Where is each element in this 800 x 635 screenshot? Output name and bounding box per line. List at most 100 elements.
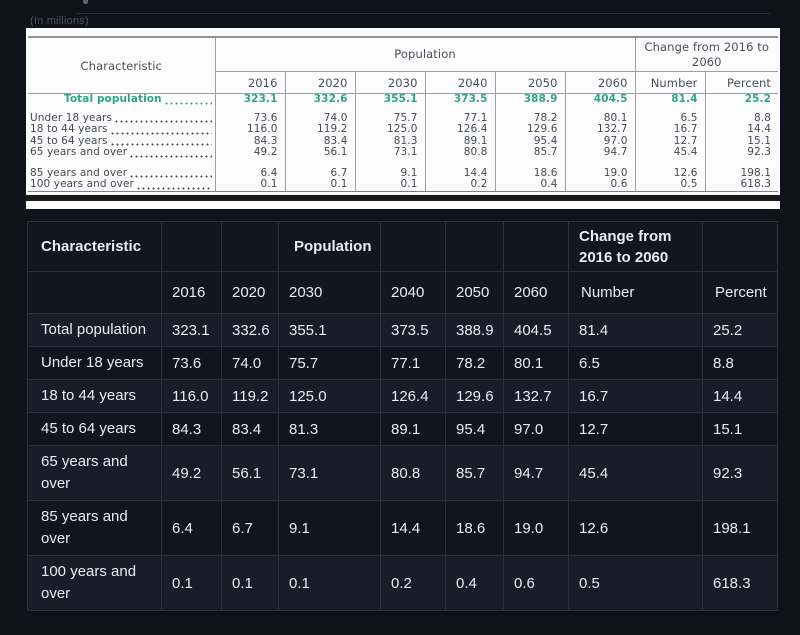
- value-cell: 15.1: [704, 135, 779, 147]
- value-cell: 84.3: [214, 135, 285, 147]
- dark-header-empty: [161, 221, 222, 272]
- value-cell: 97.0: [503, 412, 569, 446]
- value-cell: 0.1: [284, 178, 355, 192]
- value-cell: 129.6: [445, 379, 504, 413]
- value-cell: 373.5: [424, 93, 495, 109]
- value-cell: 77.1: [424, 108, 495, 124]
- row-label: 18 to 44 years: [30, 123, 108, 135]
- print-table-row: 100 years and over 0.1 0.1 0.1 0.2 0.4 0.6 0.5 6…: [28, 178, 779, 192]
- print-table-bottom-rule: [26, 194, 780, 201]
- value-cell: 84.3: [161, 412, 222, 446]
- row-label-cell: 18 to 44 years: [28, 123, 215, 136]
- dark-table-section: Characteristic Population Change from 20…: [27, 221, 778, 611]
- value-cell: 8.8: [702, 346, 778, 380]
- print-year-header: 2030: [354, 71, 425, 94]
- value-cell: 0.2: [424, 178, 495, 192]
- value-cell: 132.7: [564, 123, 636, 136]
- value-cell: 6.4: [214, 158, 285, 179]
- value-cell: 45.4: [568, 445, 703, 501]
- value-cell: 132.7: [503, 379, 569, 413]
- row-label: 100 years and over: [30, 178, 134, 190]
- value-cell: 6.5: [634, 108, 706, 124]
- row-label: 45 to 64 years: [27, 412, 162, 446]
- dark-year-header: 2030: [278, 271, 381, 314]
- cropped-title-fragment: [83, 0, 88, 4]
- dark-table-row: 45 to 64 years 84.3 83.4 81.3 89.1 95.4 97.0 12…: [27, 412, 778, 446]
- row-label: Total population: [27, 313, 162, 347]
- row-label: 45 to 64 years: [30, 134, 108, 147]
- value-cell: 81.3: [278, 412, 381, 446]
- dark-table-row: 100 years and over 0.1 0.1 0.1 0.2 0.4 0.6 0.5 6…: [27, 555, 778, 611]
- print-year-header: 2020: [284, 71, 355, 94]
- print-year-header: 2016: [214, 71, 285, 94]
- dark-year-header: 2016: [161, 271, 222, 314]
- dark-year-header: 2060: [503, 271, 569, 314]
- value-cell: 126.4: [380, 379, 446, 413]
- value-cell: 25.2: [702, 313, 778, 347]
- value-cell: 56.1: [284, 146, 355, 159]
- row-label-cell: 85 years and over: [28, 159, 215, 180]
- top-divider-line: [76, 13, 770, 14]
- value-cell: 77.1: [380, 346, 446, 380]
- value-cell: 0.6: [503, 555, 569, 611]
- value-cell: 9.1: [278, 500, 381, 556]
- value-cell: 73.6: [161, 346, 222, 380]
- value-cell: 12.6: [568, 500, 703, 556]
- print-year-header: 2050: [494, 71, 565, 94]
- value-cell: 0.2: [380, 555, 446, 611]
- value-cell: 94.7: [564, 146, 636, 159]
- value-cell: 332.6: [284, 93, 355, 109]
- dot-leader: [109, 137, 212, 146]
- value-cell: 0.5: [634, 178, 706, 192]
- dot-leader: [163, 95, 212, 105]
- row-label: 100 years and over: [27, 555, 162, 611]
- print-table-row: 65 years and over 49.2 56.1 73.1 80.8 85.7 94.…: [28, 146, 779, 159]
- print-year-header: 2040: [424, 71, 495, 94]
- value-cell: 80.8: [424, 146, 495, 159]
- dot-leader: [135, 180, 212, 190]
- row-label: 85 years and over: [27, 500, 162, 556]
- source-table-image: Characteristic Population Change from 20…: [26, 28, 780, 209]
- value-cell: 78.2: [494, 108, 565, 124]
- dot-leader: [129, 169, 212, 178]
- value-cell: 19.0: [564, 158, 636, 179]
- row-label: 65 years and over: [27, 445, 162, 501]
- print-table: Characteristic Population Change from 20…: [28, 36, 779, 192]
- value-cell: 9.1: [354, 158, 425, 179]
- value-cell: 56.1: [221, 445, 279, 501]
- dark-header-empty: [380, 221, 446, 272]
- value-cell: 355.1: [354, 93, 425, 109]
- value-cell: 89.1: [380, 412, 446, 446]
- value-cell: 83.4: [284, 135, 355, 147]
- value-cell: 14.4: [424, 158, 495, 179]
- dark-header-population: Population: [278, 221, 381, 272]
- value-cell: 80.1: [564, 108, 636, 124]
- value-cell: 18.6: [494, 158, 565, 179]
- print-number-header: Number: [634, 71, 706, 94]
- value-cell: 404.5: [503, 313, 569, 347]
- value-cell: 92.3: [702, 445, 778, 501]
- value-cell: 81.4: [568, 313, 703, 347]
- value-cell: 14.4: [702, 379, 778, 413]
- print-header-change: Change from 2016 to 2060: [634, 37, 779, 72]
- print-table-row: 45 to 64 years 84.3 83.4 81.3 89.1 95.4 97.0 12…: [28, 134, 779, 147]
- value-cell: 81.4: [634, 93, 706, 109]
- value-cell: 85.7: [494, 146, 565, 159]
- value-cell: 0.5: [568, 555, 703, 611]
- value-cell: 83.4: [221, 412, 279, 446]
- value-cell: 85.7: [445, 445, 504, 501]
- dark-table-row: Under 18 years 73.6 74.0 75.7 77.1 78.2 80.1 6.…: [27, 346, 778, 380]
- dark-table-row: 65 years and over 49.2 56.1 73.1 80.8 85.7 94.…: [27, 445, 778, 501]
- value-cell: 80.1: [503, 346, 569, 380]
- value-cell: 323.1: [161, 313, 222, 347]
- value-cell: 16.7: [634, 123, 706, 136]
- value-cell: 125.0: [278, 379, 381, 413]
- value-cell: 198.1: [704, 158, 779, 179]
- value-cell: 74.0: [284, 108, 355, 124]
- value-cell: 89.1: [424, 135, 495, 147]
- dark-year-header: 2050: [445, 271, 504, 314]
- row-label-cell: 100 years and over: [28, 178, 215, 192]
- dark-year-header: 2020: [221, 271, 279, 314]
- value-cell: 126.4: [424, 123, 495, 136]
- dark-header-empty: [503, 221, 569, 272]
